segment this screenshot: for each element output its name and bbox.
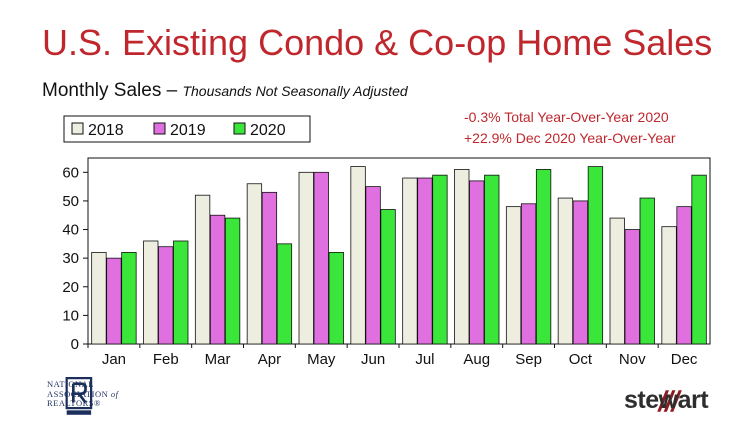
nar-line-1: NATIONAL xyxy=(47,379,94,389)
nar-logo-text: NATIONAL ASSOCIATION of REALTORS® xyxy=(47,379,119,409)
bar-2020-jan xyxy=(121,252,137,345)
subtitle-main: Monthly Sales – xyxy=(42,80,183,101)
nar-line-3: REALTORS® xyxy=(47,398,101,408)
bar-2019-jun xyxy=(365,186,381,345)
bar-2018-sep xyxy=(505,206,522,345)
nar-line-2b: of xyxy=(110,388,119,399)
stewart-stripes-icon xyxy=(657,390,682,412)
bar-2019-apr xyxy=(261,191,278,345)
legend-swatch-2018 xyxy=(71,122,84,135)
bar-2018-jun xyxy=(350,166,366,345)
subtitle-note: Thousands Not Seasonally Adjusted xyxy=(182,83,408,99)
bar-2020-mar xyxy=(224,217,241,345)
legend-label-2019: 2019 xyxy=(170,122,206,139)
bar-2020-oct xyxy=(587,166,604,345)
x-tick-label: Sep xyxy=(515,351,542,368)
x-tick-label: Jul xyxy=(415,351,434,368)
x-tick-label: Dec xyxy=(671,351,698,368)
legend-box xyxy=(63,115,311,143)
annotation-total-yoy: -0.3% Total Year-Over-Year 2020 xyxy=(464,109,669,125)
x-tick-label: Mar xyxy=(205,351,231,368)
bar-2019-mar xyxy=(209,214,226,345)
x-tick-label: Oct xyxy=(569,351,593,368)
bar-2020-apr xyxy=(276,243,293,345)
x-tick-label: Feb xyxy=(153,351,179,368)
y-tick-label: 20 xyxy=(62,279,79,296)
bar-2020-aug xyxy=(484,174,500,345)
stewart-logo-text: stewart xyxy=(624,386,709,414)
plot-area: 0 10 20 30 40 50 60 Jan Feb Mar Apr May Jun Jul Aug Sep… xyxy=(62,157,711,368)
y-tick-label: 60 xyxy=(62,164,79,181)
y-tick-label: 0 xyxy=(71,336,79,353)
bar-2018-apr xyxy=(246,183,263,345)
legend-swatch-2019 xyxy=(153,122,166,135)
bar-2019-may xyxy=(313,171,329,345)
y-tick-label: 40 xyxy=(62,222,79,239)
x-tick-label: May xyxy=(307,351,336,368)
legend-swatch-2020 xyxy=(233,122,246,135)
x-tick-label: Jun xyxy=(361,351,385,368)
chart-subtitle: Monthly Sales – Thousands Not Seasonally… xyxy=(42,80,408,102)
x-tick-label: Apr xyxy=(258,351,281,368)
bar-2020-may xyxy=(328,252,344,345)
bar-2020-feb xyxy=(173,240,189,345)
chart-title: U.S. Existing Condo & Co-op Home Sales xyxy=(42,22,713,63)
bar-2020-dec xyxy=(691,174,707,345)
bar-2020-sep xyxy=(535,169,552,345)
legend-label-2018: 2018 xyxy=(88,122,124,139)
annotation-dec-yoy: +22.9% Dec 2020 Year-Over-Year xyxy=(464,130,676,146)
bar-2018-jan xyxy=(91,252,107,345)
bar-2020-jul xyxy=(432,174,448,345)
bar-2019-jul xyxy=(417,177,433,345)
y-tick-label: 30 xyxy=(62,250,79,267)
bar-2018-nov xyxy=(609,217,625,345)
bar-2018-mar xyxy=(194,194,211,345)
bar-2020-nov xyxy=(639,197,655,345)
nar-line-2: ASSOCIATION of xyxy=(47,388,119,400)
bar-2020-jun xyxy=(380,209,396,345)
bar-2018-feb xyxy=(143,240,159,345)
bar-2019-sep xyxy=(520,203,537,345)
bar-2019-dec xyxy=(676,206,692,345)
bar-2019-oct xyxy=(572,200,589,345)
bar-2018-dec xyxy=(661,226,677,345)
bar-2019-jan xyxy=(106,257,122,345)
bar-2018-may xyxy=(298,171,314,345)
legend-label-2020: 2020 xyxy=(250,122,286,139)
bar-2018-aug xyxy=(454,169,470,345)
y-tick-label: 50 xyxy=(62,193,79,210)
bar-2019-nov xyxy=(624,229,640,345)
bar-2018-oct xyxy=(557,197,574,345)
realtor-r-icon xyxy=(65,377,93,415)
x-tick-label: Nov xyxy=(619,351,646,368)
y-tick-label: 10 xyxy=(62,307,79,324)
x-tick-label: Aug xyxy=(463,351,490,368)
nar-line-2a: ASSOCIATION xyxy=(47,388,111,399)
bar-2019-aug xyxy=(469,180,485,345)
x-tick-label: Jan xyxy=(102,351,126,368)
bar-2019-feb xyxy=(158,246,174,345)
bar-2018-jul xyxy=(402,177,418,345)
chart-legend: 2018 2019 2020 xyxy=(63,115,311,143)
